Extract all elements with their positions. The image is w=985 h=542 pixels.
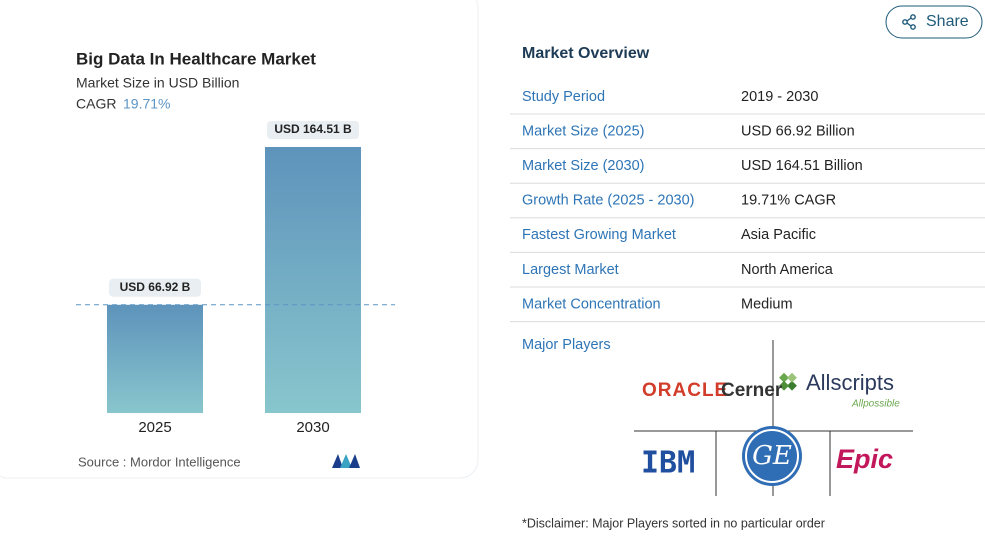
player-logo: GE [752,441,792,471]
row-label: Growth Rate (2025 - 2030) [522,193,694,209]
overview-title: Market Overview [522,45,650,62]
row-value: North America [741,262,834,278]
player-logo: ORACLE [642,380,728,401]
ge-logo [742,426,802,486]
x-tick-label: 2025 [138,419,171,436]
source: Source : Mordor Intelligence [78,454,241,469]
x-tick-label: 2030 [296,419,329,436]
chart-card [0,0,479,479]
mordor-logo [332,454,360,468]
value-label: USD 66.92 B [120,280,191,294]
row-value: USD 164.51 Billion [741,158,863,174]
player-logo: Cerner [721,380,783,401]
row-label: Market Size (2030) [522,158,645,174]
row-value: Medium [741,296,793,312]
chart-title: Big Data In Healthcare Market [76,49,316,68]
bar [265,147,361,413]
ge-logo-ring [745,429,799,483]
row-label: Fastest Growing Market [522,227,676,243]
cagr-label: CAGR [76,96,116,112]
cagr-value: 19.71% [123,96,170,112]
row-value: 19.71% CAGR [741,193,836,209]
chart-subtitle: Market Size in USD Billion [76,75,239,91]
share-label[interactable]: Share [926,13,969,30]
share-button[interactable] [885,5,983,39]
player-logo: Allscripts [806,370,894,395]
row-label: Study Period [522,89,605,105]
player-logo: Epic [836,444,893,474]
allscripts-icon [779,372,797,391]
row-label: Market Size (2025) [522,123,645,139]
value-label-pill [109,278,201,297]
players-title: Major Players [522,337,611,353]
disclaimer: *Disclaimer: Major Players sorted in no … [522,516,825,530]
row-label: Largest Market [522,262,619,278]
share-icon [902,14,916,30]
row-value: 2019 - 2030 [741,89,818,105]
value-label: USD 164.51 B [274,122,352,136]
row-value: Asia Pacific [741,227,816,243]
bar [107,304,203,413]
value-label-pill [267,121,359,139]
row-value: USD 66.92 Billion [741,123,855,139]
player-logo: Allpossible [851,399,900,410]
row-label: Market Concentration [522,296,661,312]
player-logo: IBM [641,446,695,481]
